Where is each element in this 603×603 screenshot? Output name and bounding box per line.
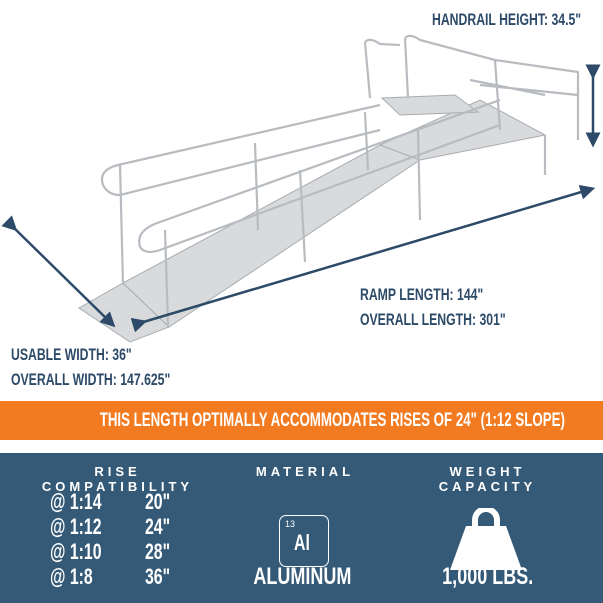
specs-panel: RISE COMPATIBILITY @ 1:14 20" @ 1:12 24" @… <box>0 453 603 603</box>
weight-icon <box>450 508 522 570</box>
width-arrow <box>1 215 116 328</box>
length-arrow <box>130 184 596 333</box>
overall-length-label: OVERALL LENGTH: 301" <box>360 310 506 329</box>
weight-title: WEIGHT CAPACITY <box>438 464 537 494</box>
material-name: ALUMINUM <box>253 563 352 590</box>
rise-title: RISE COMPATIBILITY <box>41 464 194 494</box>
overall-width-label: OVERALL WIDTH: 147.625" <box>11 370 171 389</box>
weight-value: 1,000 LBS. <box>441 563 534 590</box>
ramp-illustration <box>1 34 601 343</box>
usable-width-label: USABLE WIDTH: 36" <box>11 345 132 364</box>
aluminum-element-icon: 13 Al <box>279 515 329 567</box>
slope-banner: THIS LENGTH OPTIMALLY ACCOMMODATES RISES… <box>0 401 603 440</box>
material-title: MATERIAL <box>255 464 355 479</box>
ramp-length-label: RAMP LENGTH: 144" <box>360 285 484 304</box>
handrail-height-label: HANDRAIL HEIGHT: 34.5" <box>432 10 582 29</box>
